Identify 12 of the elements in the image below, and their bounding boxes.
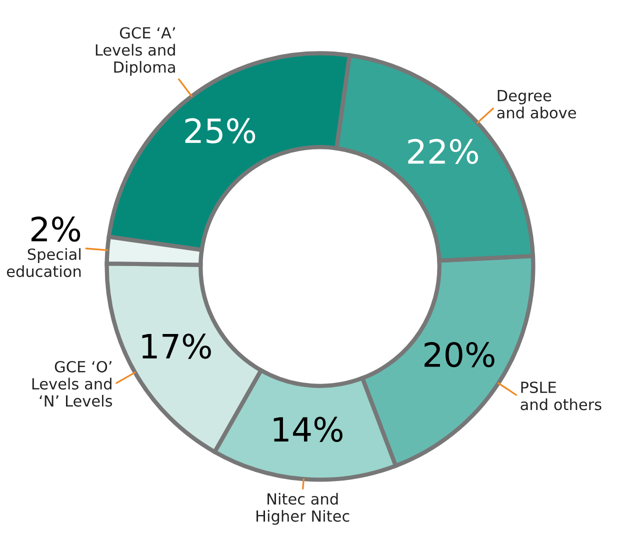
data-label: 20%	[424, 342, 494, 368]
slice-label: GCE ‘O’ Levels and ‘N’ Levels	[32, 360, 112, 407]
slice-label: PSLE and others	[520, 382, 602, 410]
data-label: 14%	[274, 416, 342, 442]
slice-label: Special education	[6, 248, 81, 278]
data-label: 22%	[408, 138, 478, 164]
data-label: 25%	[185, 118, 256, 144]
slice-label: GCE ‘A’ Levels and Diploma	[96, 27, 175, 76]
slice-label: Degree and above	[497, 90, 576, 118]
data-label: 17%	[142, 334, 211, 359]
slice-label: Nitec and Higher Nitec	[256, 492, 350, 525]
data-label: 2%	[31, 216, 80, 242]
